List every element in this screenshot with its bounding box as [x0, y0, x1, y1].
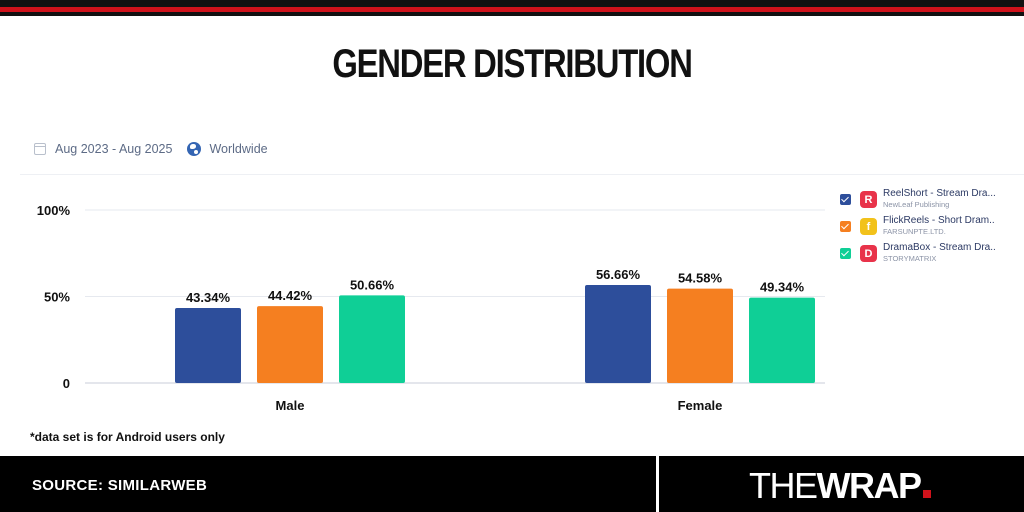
flickreels-app-icon: f	[860, 218, 877, 235]
region-filter[interactable]: Worldwide	[209, 142, 268, 156]
bar-value-label: 44.42%	[268, 288, 313, 303]
legend-item-reelshort[interactable]: R ReelShort - Stream Dra... NewLeaf Publ…	[840, 188, 1010, 215]
y-tick-label: 100%	[37, 203, 71, 218]
legend-item-flickreels[interactable]: f FlickReels - Short Dram... FARSUNPTE.L…	[840, 215, 1010, 242]
legend-checkbox[interactable]	[840, 194, 851, 205]
chart-filters: Aug 2023 - Aug 2025 Worldwide	[34, 140, 268, 158]
legend-item-dramabox[interactable]: D DramaBox - Stream Dra... STORYMATRIX	[840, 242, 1010, 269]
legend-name: DramaBox - Stream Dra...	[883, 242, 995, 253]
bar	[667, 288, 733, 383]
chart-legend: R ReelShort - Stream Dra... NewLeaf Publ…	[840, 188, 1010, 269]
bar	[749, 297, 815, 383]
chart-panel: 0 50% 100% 43.34% 44.42% 50.66% Male 56.66% 54.5…	[20, 174, 1024, 412]
footnote: *data set is for Android users only	[30, 430, 225, 444]
bar	[257, 306, 323, 383]
bar-chart: 0 50% 100% 43.34% 44.42% 50.66% Male 56.66% 54.5…	[37, 203, 825, 412]
legend-name: FlickReels - Short Dram...	[883, 215, 995, 226]
y-tick-label: 50%	[44, 290, 70, 305]
y-tick-label: 0	[63, 376, 70, 391]
top-red-stripe	[0, 7, 1024, 12]
x-tick-label: Male	[276, 398, 305, 412]
bar	[175, 308, 241, 383]
x-tick-label: Female	[678, 398, 723, 412]
date-range-filter[interactable]: Aug 2023 - Aug 2025	[55, 142, 173, 156]
legend-publisher: FARSUNPTE.LTD.	[883, 227, 946, 236]
legend-checkbox[interactable]	[840, 221, 851, 232]
logo-wrap: WRAP	[816, 465, 923, 506]
top-accent-bar	[0, 0, 1024, 16]
globe-icon	[187, 142, 202, 156]
bar-value-label: 56.66%	[596, 267, 641, 282]
legend-publisher: STORYMATRIX	[883, 254, 937, 263]
calendar-icon	[34, 143, 46, 155]
logo-the: THE	[749, 465, 818, 506]
bar-value-label: 43.34%	[186, 290, 231, 305]
bar-value-label: 49.34%	[760, 280, 805, 295]
legend-publisher: NewLeaf Publishing	[883, 200, 950, 209]
reelshort-app-icon: R	[860, 191, 877, 208]
thewrap-logo[interactable]: THE WRAP	[749, 465, 931, 506]
dramabox-app-icon: D	[860, 245, 877, 262]
bar-value-label: 54.58%	[678, 271, 723, 286]
bar	[339, 295, 405, 383]
footer-bar: SOURCE: SIMILARWEB THE WRAP	[0, 456, 1024, 512]
bar	[585, 284, 651, 383]
logo-dot	[922, 490, 931, 498]
page-title: GENDER DISTRIBUTION	[332, 42, 693, 86]
footer-divider	[656, 456, 659, 512]
source-credit: SOURCE: SIMILARWEB	[32, 477, 208, 494]
bar-value-label: 50.66%	[350, 277, 395, 292]
legend-checkbox[interactable]	[840, 248, 851, 259]
legend-name: ReelShort - Stream Dra...	[883, 188, 995, 199]
